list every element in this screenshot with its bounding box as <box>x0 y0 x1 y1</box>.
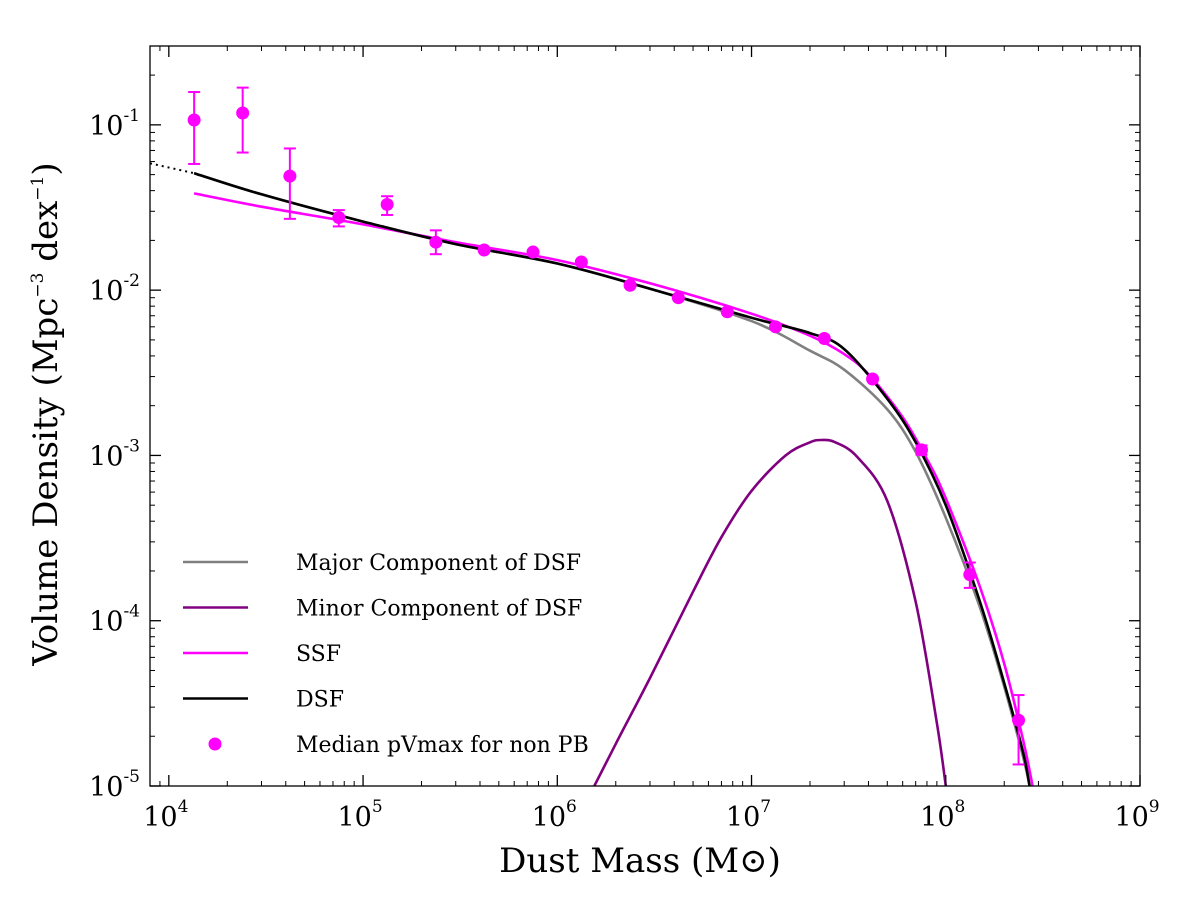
dsf-extrapolation-line <box>150 162 195 175</box>
legend-label-minor-component-of-dsf: Minor Component of DSF <box>296 597 582 622</box>
y-tick-label-base: 10 <box>89 111 123 142</box>
y-tick-label-exp: -4 <box>123 602 140 622</box>
x-tick-label-exp: 4 <box>178 797 189 817</box>
x-tick-label-base: 10 <box>532 802 566 833</box>
y-axis-label: Volume Density (Mpc−3 dex−1) <box>26 162 66 666</box>
y-axis-label-suffix: ) <box>26 162 66 175</box>
y-tick-label-exp: -5 <box>123 767 140 787</box>
data-point <box>720 305 734 319</box>
data-point <box>283 169 297 183</box>
x-tick-label-base: 10 <box>920 802 954 833</box>
series-line-minor-component-of-dsf <box>593 438 948 786</box>
y-tick-label-exp: -2 <box>123 271 140 291</box>
x-tick-label: 109 <box>1114 797 1159 833</box>
data-point <box>963 568 977 582</box>
y-axis-label-exp1: −3 <box>28 273 48 298</box>
y-tick-label-base: 10 <box>89 276 123 307</box>
x-tick-label-exp: 5 <box>372 797 383 817</box>
points-layer <box>187 86 1026 766</box>
plot-frame <box>149 45 1141 787</box>
x-tick-label: 107 <box>726 797 771 833</box>
legend-label-major-component-of-dsf: Major Component of DSF <box>296 551 581 576</box>
x-tick-label-base: 10 <box>1114 802 1148 833</box>
x-tick-label-exp: 6 <box>566 797 577 817</box>
legend-label-median-pvmax-for-non-pb: Median pVmax for non PB <box>296 733 589 758</box>
data-point <box>769 320 783 334</box>
y-tick-label-base: 10 <box>89 441 123 472</box>
x-tick-label: 105 <box>337 797 382 833</box>
x-tick-label-exp: 9 <box>1149 797 1160 817</box>
data-point <box>236 106 250 120</box>
x-tick-label-base: 10 <box>337 802 371 833</box>
y-tick-label: 10-5 <box>89 767 140 803</box>
x-tick-label: 104 <box>143 797 188 833</box>
y-tick-label: 10-2 <box>89 271 140 307</box>
y-axis-label-prefix: Volume Density (Mpc <box>26 298 66 667</box>
legend-label-dsf: DSF <box>296 688 344 713</box>
legend-swatch-marker <box>208 737 222 751</box>
y-tick-label: 10-3 <box>89 436 140 472</box>
y-tick-label: 10-1 <box>89 106 140 142</box>
data-point <box>1012 713 1026 727</box>
x-tick-label-base: 10 <box>726 802 760 833</box>
x-tick-label-base: 10 <box>143 802 177 833</box>
y-tick-label-base: 10 <box>89 607 123 638</box>
data-point <box>574 255 588 269</box>
data-point <box>866 372 880 386</box>
data-point <box>477 243 491 257</box>
series-line-dsf <box>193 171 1031 786</box>
x-tick-label: 108 <box>920 797 965 833</box>
data-point <box>187 113 201 127</box>
x-tick-label: 106 <box>532 797 577 833</box>
y-tick-label-exp: -1 <box>123 106 140 126</box>
y-axis-label-exp2: −1 <box>28 176 48 201</box>
data-point <box>526 245 540 259</box>
data-point <box>332 211 346 225</box>
data-point <box>623 278 637 292</box>
legend-label-ssf: SSF <box>296 642 341 667</box>
x-axis-label: Dust Mass (M⊙) <box>499 841 781 881</box>
y-tick-label-base: 10 <box>89 772 123 803</box>
data-point <box>817 331 831 345</box>
legend: Major Component of DSF Minor Component of… <box>183 551 589 758</box>
x-tick-label-exp: 7 <box>760 797 771 817</box>
y-tick-label: 10-4 <box>89 602 140 638</box>
y-tick-label-exp: -3 <box>123 436 140 456</box>
data-point <box>429 235 443 249</box>
data-point <box>380 197 394 211</box>
curves-layer <box>150 162 1034 786</box>
data-point <box>914 443 928 457</box>
y-axis-label-middle: dex <box>26 201 66 273</box>
data-point <box>671 291 685 305</box>
x-tick-label-exp: 8 <box>955 797 966 817</box>
